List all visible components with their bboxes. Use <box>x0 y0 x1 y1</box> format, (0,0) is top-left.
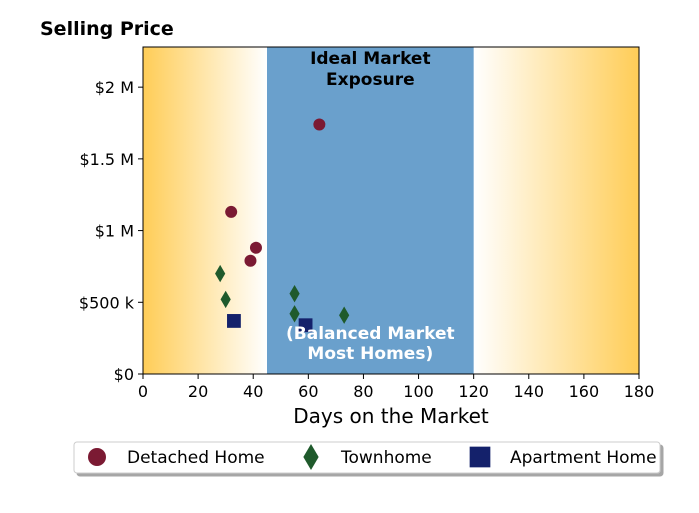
right-gradient-band <box>473 47 639 374</box>
x-tick-label: 60 <box>298 382 318 401</box>
data-point <box>225 205 238 218</box>
band-top-label-line1: Ideal Market <box>310 49 431 69</box>
plot-frame <box>142 46 640 375</box>
legend-marker-circle <box>88 448 106 466</box>
left-gradient-band <box>143 47 267 374</box>
series-detached-home <box>225 118 326 267</box>
series-apartment-home <box>227 314 313 333</box>
legend-marker-diamond <box>303 443 319 471</box>
y-tick-label: $500 k <box>79 293 135 312</box>
x-axis-title: Days on the Market <box>293 404 489 428</box>
x-tick-label: 140 <box>514 382 545 401</box>
plot-background <box>143 47 639 374</box>
data-point <box>339 306 350 324</box>
x-tick-label: 80 <box>353 382 373 401</box>
x-axis: 0 20 40 60 80 100 120 140 160 180 <box>138 374 654 401</box>
data-point <box>298 318 313 333</box>
data-point <box>227 314 241 328</box>
data-point <box>289 305 300 323</box>
data-markers <box>215 118 350 333</box>
data-point <box>244 254 257 267</box>
data-point <box>289 284 300 303</box>
legend: Detached Home Townhome Apartment Home <box>73 441 661 474</box>
y-tick-label: $1 M <box>95 222 134 241</box>
legend-label: Detached Home <box>127 448 265 468</box>
x-tick-label: 100 <box>403 382 434 401</box>
x-tick-label: 20 <box>188 382 208 401</box>
y-tick-label: $0 <box>114 365 134 384</box>
data-point <box>249 241 262 254</box>
legend-label: Apartment Home <box>510 448 657 468</box>
series-townhome <box>215 264 350 324</box>
x-tick-label: 120 <box>458 382 489 401</box>
x-tick-label: 40 <box>243 382 263 401</box>
band-bottom-label-line1: (Balanced Market <box>286 324 455 344</box>
x-tick-label: 160 <box>569 382 600 401</box>
data-point <box>313 118 326 131</box>
y-tick-label: $2 M <box>95 78 134 97</box>
band-bottom-label-line2: Most Homes) <box>307 344 433 364</box>
y-tick-label: $1.5 M <box>79 150 134 169</box>
data-point <box>215 264 226 283</box>
band-top-label-line2: Exposure <box>326 70 415 90</box>
chart-title: Selling Price <box>40 18 174 40</box>
data-point <box>220 290 231 309</box>
x-tick-label: 0 <box>138 382 148 401</box>
legend-marker-square <box>469 446 491 468</box>
legend-box <box>73 441 661 474</box>
y-axis: $0 $500 k $1 M $1.5 M $2 M <box>79 78 143 384</box>
legend-label: Townhome <box>340 448 432 468</box>
x-tick-label: 180 <box>624 382 655 401</box>
